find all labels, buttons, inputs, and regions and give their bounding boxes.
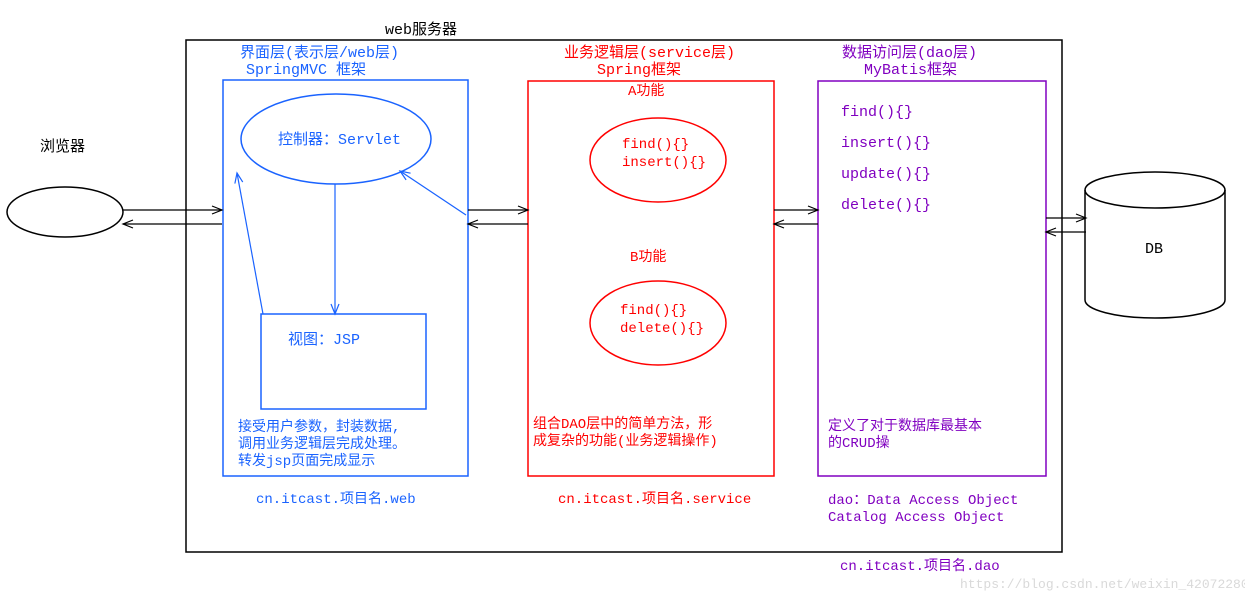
funcA-title: A功能 xyxy=(628,83,664,100)
funcB-line-1: delete(){} xyxy=(620,321,704,337)
dao-pkg: cn.itcast.项目名.dao xyxy=(840,558,1000,575)
dao-method-3: delete(){} xyxy=(841,197,931,214)
service-pkg: cn.itcast.项目名.service xyxy=(558,491,751,508)
dao-desc-0: 定义了对于数据库最基本 xyxy=(828,417,982,435)
dao-desc-1: 的CRUD操 xyxy=(828,435,890,452)
dao-method-2: update(){} xyxy=(841,166,931,183)
view-label: 视图：JSP xyxy=(288,331,360,349)
funcA-line-1: insert(){} xyxy=(622,155,706,171)
dao-method-1: insert(){} xyxy=(841,135,931,152)
funcB-title: B功能 xyxy=(630,249,666,266)
service-desc-0: 组合DAO层中的简单方法，形 xyxy=(533,415,712,433)
dao-method-0: find(){} xyxy=(841,104,913,121)
ui-title1: 界面层(表示层/web层) xyxy=(240,44,399,62)
server-title: web服务器 xyxy=(385,21,457,39)
ui-pkg: cn.itcast.项目名.web xyxy=(256,491,416,508)
service-desc-1: 成复杂的功能(业务逻辑操作) xyxy=(533,432,718,450)
ui-desc-1: 调用业务逻辑层完成处理。 xyxy=(238,436,406,453)
db-label: DB xyxy=(1145,241,1163,258)
ui-title2: SpringMVC 框架 xyxy=(246,61,366,79)
service-title2: Spring框架 xyxy=(597,61,681,79)
funcB-line-0: find(){} xyxy=(620,303,687,319)
controller-label: 控制器：Servlet xyxy=(278,131,401,149)
service-title1: 业务逻辑层(service层) xyxy=(564,44,735,62)
ui-desc-2: 转发jsp页面完成显示 xyxy=(238,453,375,470)
ui-desc-0: 接受用户参数，封装数据, xyxy=(238,418,400,436)
dao-note-1: Catalog Access Object xyxy=(828,510,1004,526)
dao-title1: 数据访问层(dao层) xyxy=(842,44,977,62)
watermark: https://blog.csdn.net/weixin_42072280 xyxy=(960,577,1245,592)
browser-label: 浏览器 xyxy=(40,138,85,156)
dao-note-0: dao：Data Access Object xyxy=(828,493,1018,509)
funcA-line-0: find(){} xyxy=(622,137,689,153)
dao-title2: MyBatis框架 xyxy=(864,61,957,79)
